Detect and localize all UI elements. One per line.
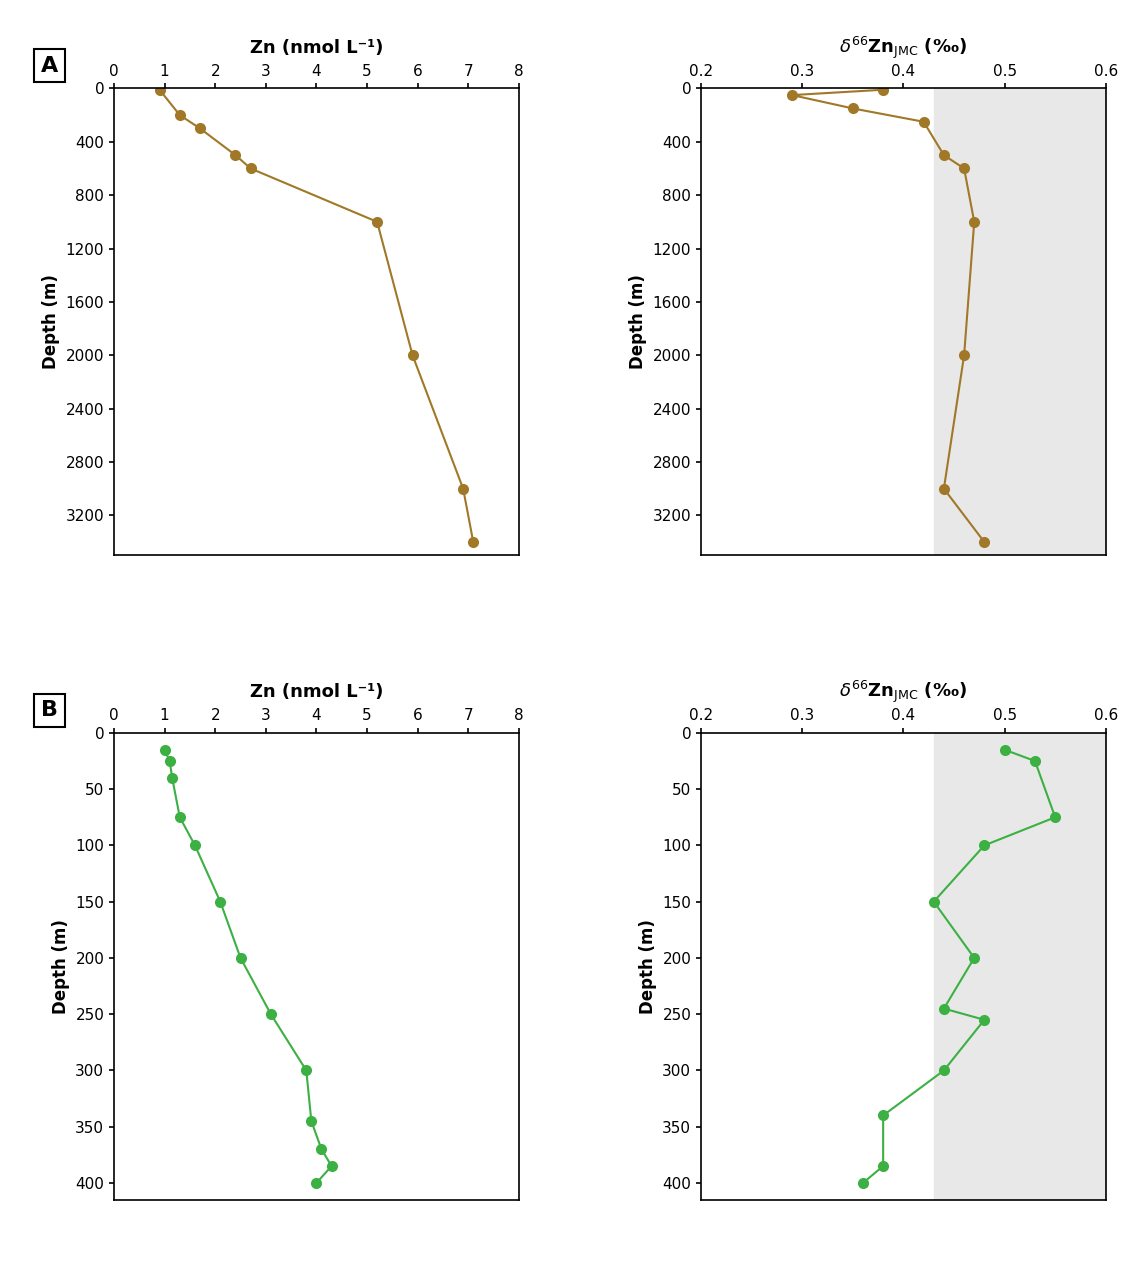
X-axis label: $\delta^{66}$Zn$_{\rm JMC}$ (‰): $\delta^{66}$Zn$_{\rm JMC}$ (‰): [839, 34, 968, 61]
Bar: [934, 733, 1106, 1200]
Bar: [934, 88, 1106, 556]
Text: B: B: [41, 700, 58, 720]
Y-axis label: Depth (m): Depth (m): [42, 274, 60, 369]
X-axis label: Zn (nmol L⁻¹): Zn (nmol L⁻¹): [250, 683, 383, 701]
Y-axis label: Depth (m): Depth (m): [629, 274, 648, 369]
Y-axis label: Depth (m): Depth (m): [51, 919, 70, 1014]
Text: A: A: [41, 56, 58, 76]
X-axis label: Zn (nmol L⁻¹): Zn (nmol L⁻¹): [250, 39, 383, 57]
Y-axis label: Depth (m): Depth (m): [638, 919, 657, 1014]
X-axis label: $\delta^{66}$Zn$_{\rm JMC}$ (‰): $\delta^{66}$Zn$_{\rm JMC}$ (‰): [839, 678, 968, 705]
